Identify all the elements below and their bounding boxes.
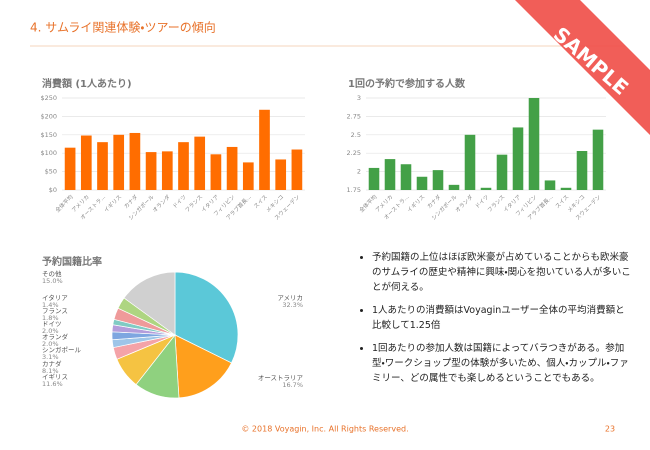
bar <box>145 152 157 190</box>
slice-value-label: 11.6% <box>42 380 63 388</box>
slice-value-label: 3.1% <box>42 353 59 361</box>
bar <box>113 134 125 190</box>
bar <box>528 98 540 190</box>
slice-value-label: 1.8% <box>42 314 59 322</box>
sample-ribbon <box>515 0 650 135</box>
slice-value-label: 8.1% <box>42 367 59 375</box>
slice-label: オーストラリア <box>258 374 304 382</box>
x-tick-label: イギリス <box>103 194 124 215</box>
bar <box>544 180 556 190</box>
slice-value-label: 32.3% <box>282 301 303 309</box>
y-tick-label: $100 <box>40 149 57 157</box>
pie-slice <box>174 271 239 364</box>
bullet: 予約国籍の上位はほぼ欧米豪が占めていることからも欧米豪のサムライの歴史や精神に興… <box>372 250 634 295</box>
y-tick-label: $50 <box>45 168 57 176</box>
x-tick-label: シンガポール <box>429 192 458 221</box>
bar <box>592 129 604 190</box>
bar <box>129 132 141 190</box>
slice-value-label: 15.0% <box>42 277 63 285</box>
bullet: 1回あたりの参加人数は国籍によってバラつきがある。参加型・ワークショップ型の体験… <box>372 341 634 386</box>
bar <box>259 109 270 190</box>
bar <box>416 176 428 190</box>
footer: © 2018 Voyagin, Inc. All Rights Reserved… <box>241 425 408 434</box>
y-tick-label: $0 <box>49 186 57 194</box>
bar <box>400 164 412 190</box>
bar <box>178 142 189 190</box>
bar <box>275 159 287 190</box>
bar <box>194 136 206 190</box>
chart-title: 予約国籍比率 <box>42 255 102 268</box>
bar <box>368 167 380 190</box>
y-tick-label: $150 <box>40 131 57 139</box>
bar <box>448 184 460 190</box>
x-tick-label: オランダ <box>453 192 475 214</box>
slice-label: シンガポール <box>42 345 82 354</box>
slice-label: オランダ <box>42 332 69 341</box>
x-tick-label: スウェーデン <box>573 192 602 221</box>
bar <box>464 134 476 190</box>
slice-label: カナダ <box>42 359 62 368</box>
x-tick-label: イギリス <box>406 194 427 215</box>
bar <box>432 170 444 190</box>
slice-value-label: 2.0% <box>42 340 59 348</box>
y-tick-label: 2.5 <box>351 131 361 139</box>
bar <box>97 142 108 190</box>
slice-label: イギリス <box>42 373 68 381</box>
bar <box>64 147 76 190</box>
x-tick-label: スウェーデン <box>272 192 301 221</box>
slide-title: 4. サムライ関連体験・ツアーの傾向 <box>30 20 216 35</box>
slice-value-label: 1.4% <box>42 301 59 309</box>
chart-title: 1回の予約で参加する人数 <box>348 77 466 90</box>
page-number: 23 <box>605 425 615 434</box>
x-tick-label: シンガポール <box>127 192 156 221</box>
bullet-list: 予約国籍の上位はほぼ欧米豪が占めていることからも欧米豪のサムライの歴史や精神に興… <box>352 250 634 394</box>
bar <box>161 151 173 190</box>
pie-slice <box>174 334 232 399</box>
bar <box>576 150 588 190</box>
bar <box>242 162 254 190</box>
pie-slice <box>123 271 176 336</box>
slice-label: イタリア <box>42 293 68 302</box>
slice-label: フランス <box>42 307 68 315</box>
y-tick-label: 2 <box>357 168 361 176</box>
bar <box>80 135 92 190</box>
bar <box>496 154 508 190</box>
chart-title: 消費額 (1人あたり) <box>42 77 132 90</box>
slice-label: その他 <box>42 269 62 278</box>
bar <box>210 154 222 190</box>
y-tick-label: 2.25 <box>347 149 361 157</box>
x-tick-label: オランダ <box>151 192 173 214</box>
bar <box>291 149 303 190</box>
slice-value-label: 2.0% <box>42 327 59 335</box>
bar <box>560 187 572 190</box>
bar <box>226 146 238 190</box>
slice-label: ドイツ <box>42 320 62 328</box>
slice-value-label: 16.7% <box>282 381 303 389</box>
y-tick-label: $200 <box>40 112 57 120</box>
y-tick-label: 1.75 <box>347 186 361 194</box>
y-tick-label: $250 <box>40 94 57 102</box>
bar <box>512 127 524 190</box>
slice-label: アメリカ <box>277 294 303 302</box>
bullet: 1人あたりの消費額はVoyaginユーザー全体の平均消費額と比較して1.25倍 <box>372 303 634 333</box>
x-tick-label: アラブ首長... <box>526 193 555 222</box>
bar <box>480 187 492 190</box>
y-tick-label: 2.75 <box>347 112 361 120</box>
y-tick-label: 3 <box>357 94 361 102</box>
bar <box>384 159 396 190</box>
